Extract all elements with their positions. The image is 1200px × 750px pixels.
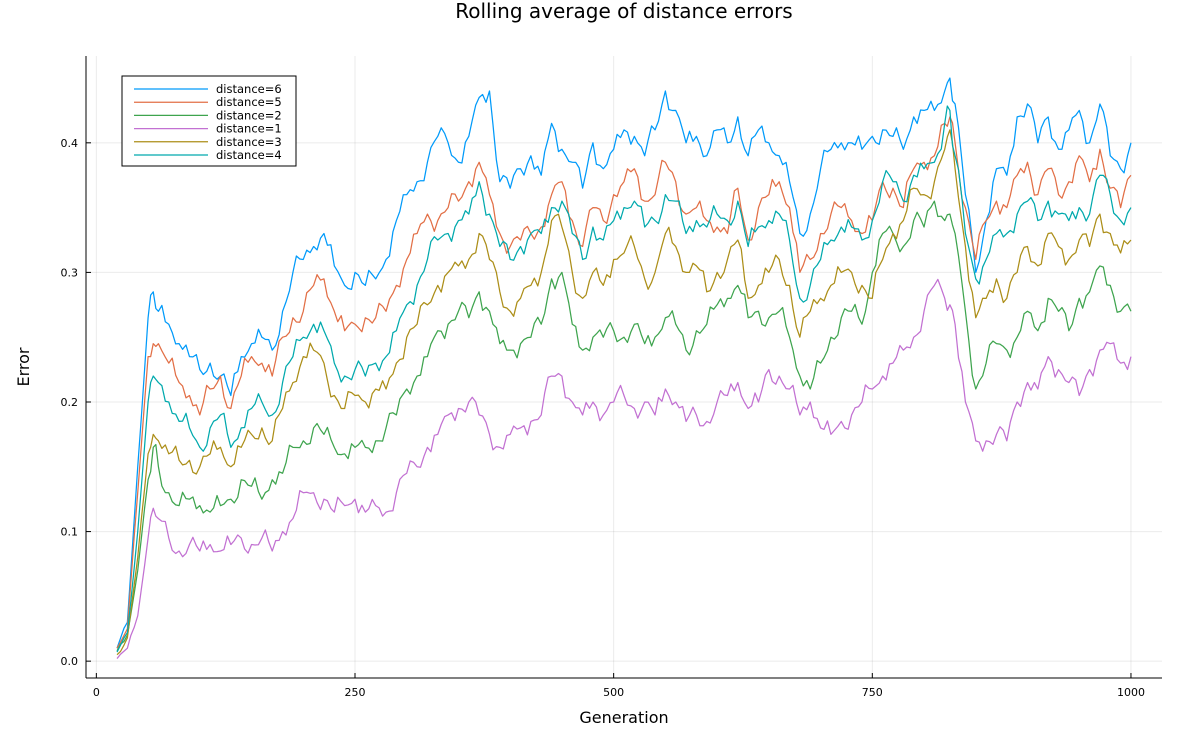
legend-label: distance=2 [216, 108, 282, 122]
x-tick-label: 1000 [1117, 686, 1145, 699]
y-tick-label: 0.3 [61, 266, 79, 279]
legend-label: distance=4 [216, 148, 282, 162]
y-tick-label: 0.1 [61, 526, 79, 539]
legend-label: distance=6 [216, 82, 282, 96]
series-line-distance-2 [116, 200, 1132, 652]
series-line-distance-3 [116, 129, 1132, 656]
y-tick-label: 0.4 [61, 137, 79, 150]
series-line-distance-4 [116, 105, 1132, 653]
gridlines [86, 56, 1162, 678]
legend-label: distance=3 [216, 135, 282, 149]
legend: distance=6distance=5distance=2distance=1… [121, 75, 297, 167]
series-lines [116, 77, 1132, 659]
series-line-distance-6 [116, 77, 1132, 649]
y-tick-label: 0.2 [61, 396, 79, 409]
legend-box [121, 75, 297, 167]
x-tick-label: 750 [862, 686, 883, 699]
x-tick-label: 0 [93, 686, 100, 699]
chart-title: Rolling average of distance errors [455, 0, 792, 23]
y-axis-title: Error [14, 347, 33, 386]
y-axis-ticks: 0.0 0.1 0.2 0.3 0.4 [61, 137, 91, 668]
plot-frame [85, 56, 1162, 679]
series-line-distance-1 [116, 278, 1132, 659]
x-axis-ticks: 0 250 500 750 1000 [93, 673, 1145, 699]
x-axis-title: Generation [579, 708, 668, 727]
legend-label: distance=1 [216, 122, 282, 136]
legend-entries: distance=6distance=5distance=2distance=1… [134, 82, 282, 162]
x-tick-label: 500 [603, 686, 624, 699]
legend-label: distance=5 [216, 95, 282, 109]
x-tick-label: 250 [345, 686, 366, 699]
y-tick-label: 0.0 [61, 655, 79, 668]
